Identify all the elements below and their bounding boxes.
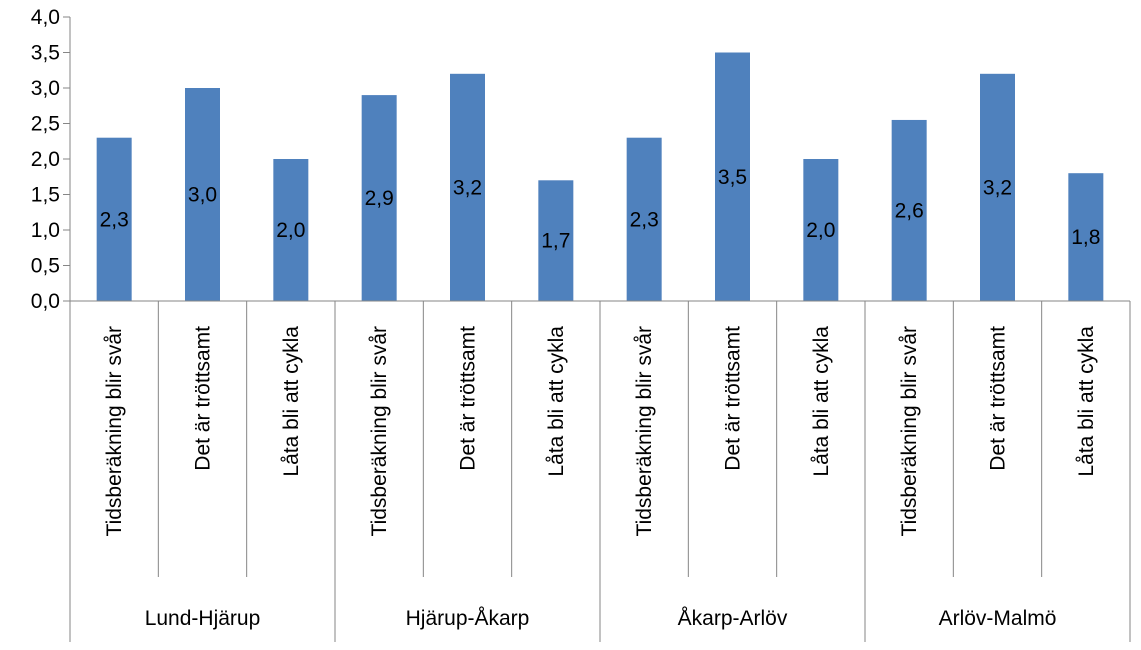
- category-label: Det är tröttsamt: [987, 326, 1010, 471]
- data-label: 2,0: [806, 219, 835, 242]
- category-label: Låta bli att cykla: [810, 326, 833, 477]
- bar: [1068, 173, 1104, 301]
- data-label: 1,8: [1071, 226, 1100, 249]
- bar: [96, 137, 132, 301]
- data-label: 2,3: [630, 208, 659, 231]
- y-tick-label: 2,5: [31, 113, 60, 136]
- category-label: Det är tröttsamt: [457, 326, 480, 471]
- data-label: 1,7: [541, 230, 570, 253]
- bar: [626, 137, 662, 301]
- category-label: Tidsberäkning blir svår: [898, 326, 921, 536]
- bar: [715, 52, 750, 301]
- category-label: Det är tröttsamt: [192, 326, 215, 471]
- data-label: 3,5: [718, 166, 747, 189]
- bar: [450, 73, 485, 301]
- category-label: Tidsberäkning blir svår: [103, 326, 126, 536]
- group-label: Arlöv-Malmö: [939, 607, 1057, 630]
- bar: [361, 95, 397, 301]
- y-tick-label: 1,0: [31, 219, 60, 242]
- bar: [538, 180, 574, 301]
- group-label: Åkarp-Arlöv: [678, 607, 788, 630]
- data-label: 3,0: [188, 184, 217, 207]
- bar: [185, 88, 220, 301]
- y-tick-label: 3,0: [31, 77, 60, 100]
- y-tick-label: 2,0: [31, 148, 60, 171]
- data-label: 2,9: [365, 187, 394, 210]
- y-tick-label: 0,5: [31, 255, 60, 278]
- category-label: Låta bli att cykla: [1075, 326, 1098, 477]
- data-label: 2,3: [100, 208, 129, 231]
- bar: [891, 119, 927, 301]
- y-tick-label: 1,5: [31, 184, 60, 207]
- y-tick-label: 3,5: [31, 42, 60, 65]
- category-label: Låta bli att cykla: [545, 326, 568, 477]
- bar: [803, 159, 839, 301]
- bar: [980, 73, 1015, 301]
- data-label: 3,2: [983, 176, 1012, 199]
- category-label: Tidsberäkning blir svår: [368, 326, 391, 536]
- group-label: Lund-Hjärup: [145, 607, 261, 630]
- category-label: Tidsberäkning blir svår: [633, 326, 656, 536]
- category-label: Det är tröttsamt: [722, 326, 745, 471]
- group-label: Hjärup-Åkarp: [406, 607, 530, 630]
- data-label: 3,2: [453, 176, 482, 199]
- bar: [273, 159, 309, 301]
- data-label: 2,6: [895, 199, 924, 222]
- y-tick-label: 4,0: [31, 6, 60, 29]
- category-label: Låta bli att cykla: [280, 326, 303, 477]
- data-label: 2,0: [276, 219, 305, 242]
- y-tick-label: 0,0: [31, 290, 60, 313]
